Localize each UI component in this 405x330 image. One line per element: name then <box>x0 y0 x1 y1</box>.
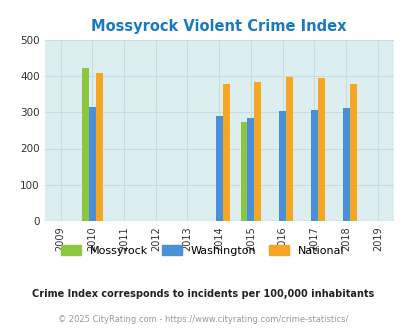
Text: © 2025 CityRating.com - https://www.cityrating.com/crime-statistics/: © 2025 CityRating.com - https://www.city… <box>58 315 347 324</box>
Bar <box>279 111 286 221</box>
Bar <box>81 68 89 221</box>
Bar <box>96 73 102 221</box>
Bar <box>317 79 324 221</box>
Bar <box>310 110 317 221</box>
Bar <box>349 83 356 221</box>
Legend: Mossyrock, Washington, National: Mossyrock, Washington, National <box>57 241 348 260</box>
Text: Crime Index corresponds to incidents per 100,000 inhabitants: Crime Index corresponds to incidents per… <box>32 289 373 299</box>
Bar <box>286 77 292 221</box>
Bar <box>240 122 247 221</box>
Bar <box>247 118 254 221</box>
Bar <box>342 108 349 221</box>
Bar <box>215 116 222 221</box>
Bar <box>89 107 96 221</box>
Bar <box>254 82 261 221</box>
Bar <box>222 84 229 221</box>
Title: Mossyrock Violent Crime Index: Mossyrock Violent Crime Index <box>91 19 346 34</box>
